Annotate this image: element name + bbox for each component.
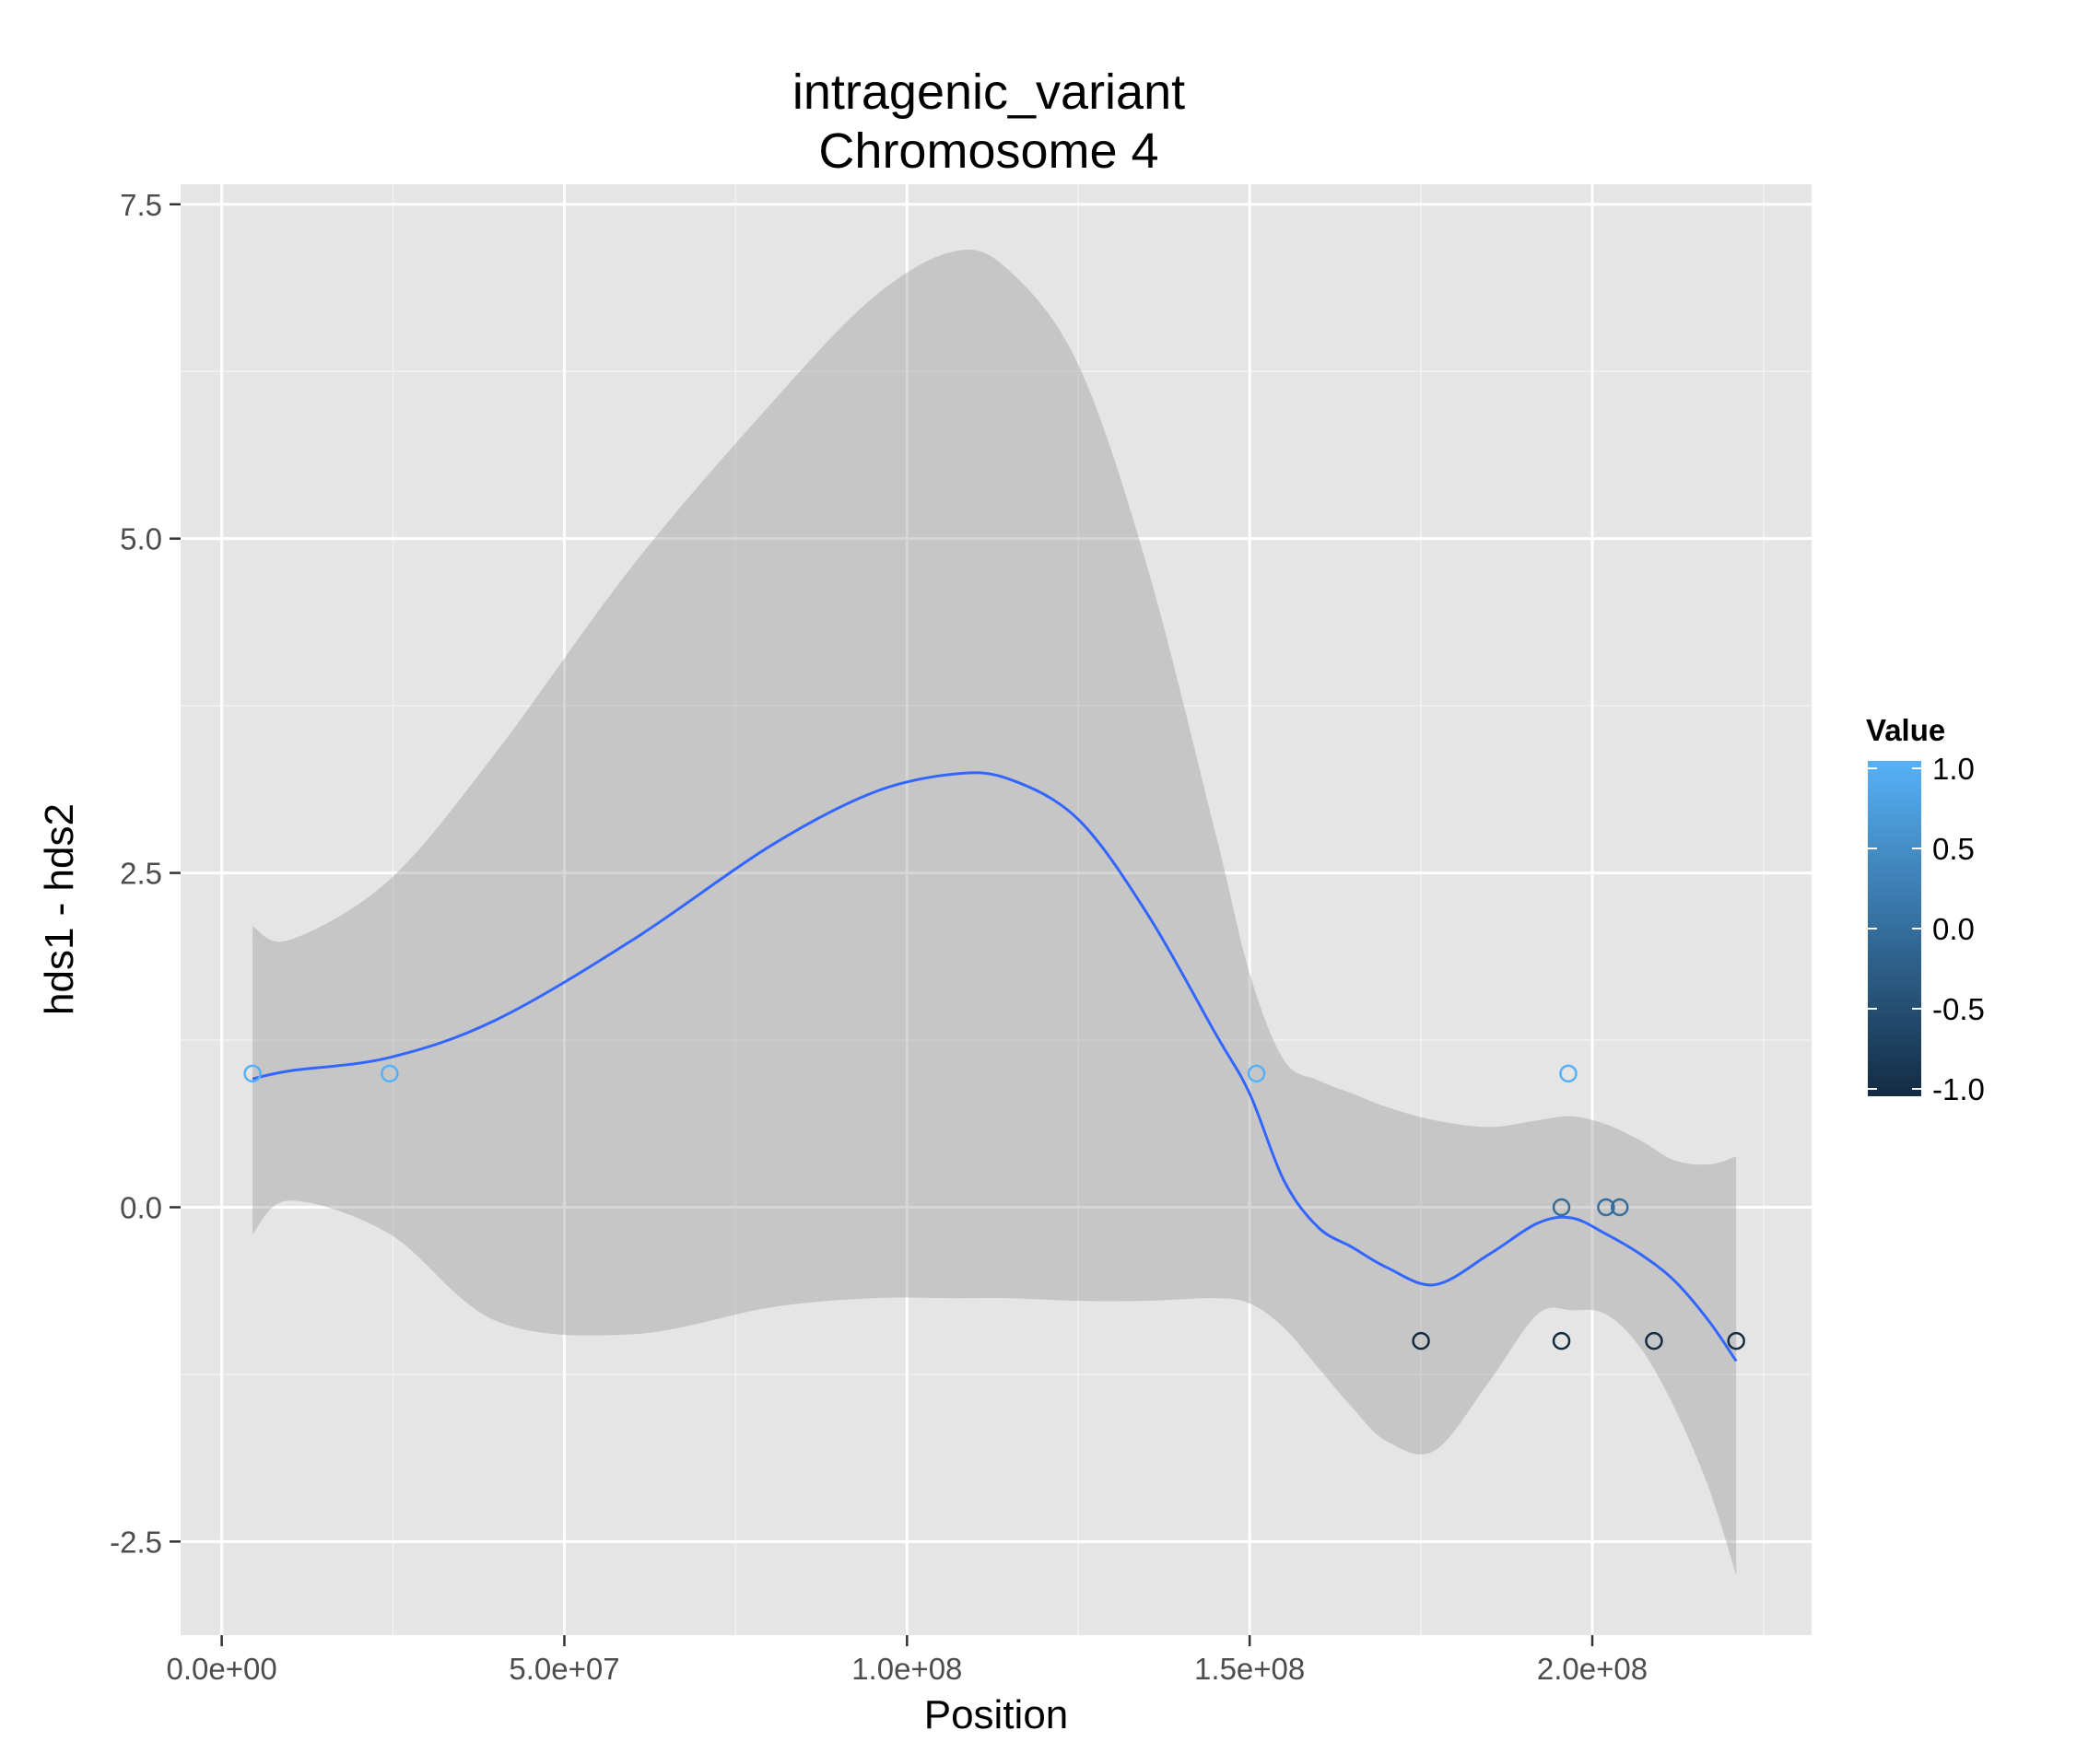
legend-label: -0.5 xyxy=(1932,992,1985,1026)
legend-title: Value xyxy=(1866,713,1945,747)
legend-ticks: 1.0 0.5 0.0 -0.5 -1.0 xyxy=(1868,752,1985,1106)
major-gridlines xyxy=(181,184,1812,1635)
data-point xyxy=(243,1064,262,1083)
data-point xyxy=(1645,1331,1663,1351)
x-tick-label: 1.5e+08 xyxy=(1194,1652,1305,1686)
legend-label: 0.5 xyxy=(1932,832,1975,866)
x-axis-title: Position xyxy=(924,1692,1069,1737)
data-point xyxy=(1552,1198,1571,1217)
data-point xyxy=(1559,1064,1578,1083)
y-axis-title: hds1 - hds2 xyxy=(37,803,82,1015)
data-point xyxy=(1611,1198,1629,1217)
smooth-line xyxy=(252,771,1738,1362)
y-axis: -2.5 0.0 2.5 5.0 7.5 xyxy=(110,188,181,1559)
data-point xyxy=(1597,1198,1615,1217)
legend-label: 1.0 xyxy=(1932,752,1975,786)
y-tick-label: 2.5 xyxy=(120,857,162,891)
data-point xyxy=(1412,1331,1430,1351)
x-axis: 0.0e+00 5.0e+07 1.0e+08 1.5e+08 2.0e+08 xyxy=(167,1635,1648,1686)
x-tick-label: 5.0e+07 xyxy=(509,1652,619,1686)
legend-label: 0.0 xyxy=(1932,912,1975,946)
minor-gridlines xyxy=(181,184,1812,1635)
legend: Value 1.0 0.5 0.0 -0.5 -1.0 xyxy=(1866,713,1985,1106)
chart-title: intragenic_variant xyxy=(792,64,1185,120)
legend-label: -1.0 xyxy=(1932,1072,1985,1106)
y-tick-label: 5.0 xyxy=(120,522,162,556)
data-points xyxy=(243,1064,1745,1351)
y-tick-label: -2.5 xyxy=(110,1525,162,1559)
plot-panel xyxy=(181,184,1812,1635)
y-tick-label: 7.5 xyxy=(120,188,162,222)
x-tick-label: 2.0e+08 xyxy=(1537,1652,1648,1686)
x-tick-label: 0.0e+00 xyxy=(167,1652,277,1686)
y-tick-label: 0.0 xyxy=(120,1190,162,1224)
data-point xyxy=(1552,1331,1571,1351)
confidence-ribbon xyxy=(252,250,1737,1575)
x-tick-label: 1.0e+08 xyxy=(851,1652,962,1686)
data-point xyxy=(1727,1331,1745,1351)
chart-subtitle: Chromosome 4 xyxy=(818,123,1158,179)
data-point xyxy=(381,1064,399,1083)
data-point xyxy=(1247,1064,1266,1083)
